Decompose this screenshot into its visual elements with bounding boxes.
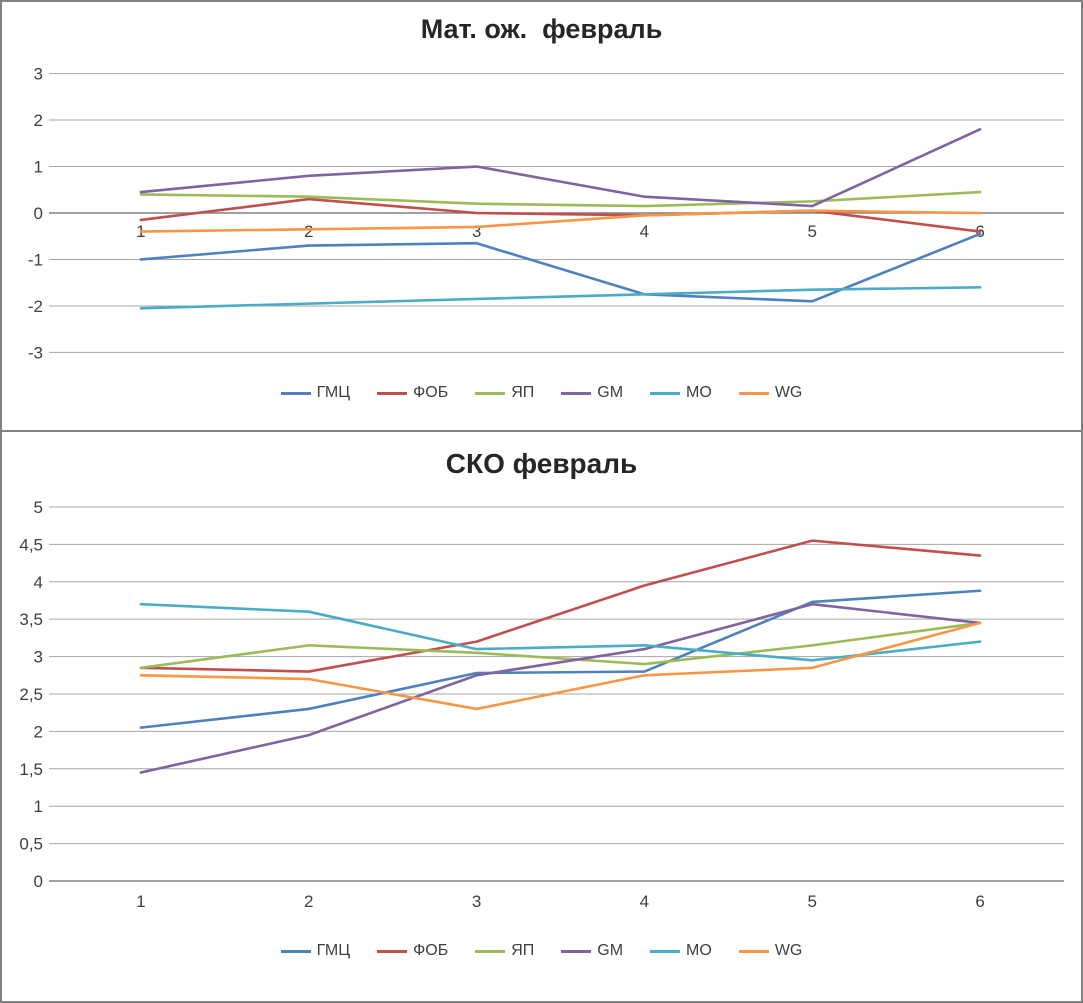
- y-tick-label: 3,5: [19, 610, 43, 629]
- y-tick-label: 4: [34, 573, 43, 592]
- legend-label: ГМЦ: [316, 384, 351, 401]
- legend-line-swatch: [738, 391, 769, 395]
- x-tick-label: 4: [640, 892, 649, 911]
- series-line-yap: [139, 621, 982, 670]
- series-line-fob: [139, 539, 982, 673]
- legend-line-swatch: [475, 949, 506, 953]
- legend-label: WG: [774, 384, 803, 401]
- legend-label: МО: [686, 384, 712, 401]
- x-tick-label: 4: [640, 222, 649, 241]
- y-tick-label: 2: [34, 722, 43, 741]
- chart-body-mat-ozh: 3 2 1 0 -1 -2 -3 1 2 3 4 5 6 ГМЦ ФОБ ЯП GM МО WG: [2, 45, 1081, 402]
- y-tick-label: 3: [34, 648, 43, 667]
- y-tick-label: 1,5: [19, 760, 43, 779]
- legend-line-swatch: [280, 949, 311, 953]
- legend-item-yap: ЯП: [475, 384, 534, 402]
- legend-label: WG: [774, 942, 803, 959]
- x-tick-label: 5: [808, 892, 817, 911]
- x-tick-label: 5: [808, 222, 817, 241]
- legend-line-swatch: [377, 391, 408, 395]
- y-tick-label: 0: [34, 204, 43, 223]
- y-tick-label: -2: [28, 297, 43, 316]
- legend-label: ФОБ: [413, 384, 449, 401]
- x-tick-label: 3: [472, 892, 481, 911]
- legend-item-gm: GM: [561, 384, 623, 402]
- x-tick-label: 2: [304, 222, 313, 241]
- legend-item-mo: МО: [650, 942, 712, 960]
- y-tick-label: 1: [34, 797, 43, 816]
- y-tick-label: 1: [34, 158, 43, 177]
- legend-label: ЯП: [511, 942, 535, 959]
- legend-item-fob: ФОБ: [377, 942, 448, 960]
- legend-line-swatch: [561, 949, 592, 953]
- legend-item-mo: МО: [650, 384, 712, 402]
- series-line-gmc: [139, 589, 982, 729]
- x-tick-label: 6: [975, 892, 984, 911]
- legend-item-gmc: ГМЦ: [280, 942, 351, 960]
- y-tick-label: 4,5: [19, 535, 43, 554]
- x-tick-label: 3: [472, 222, 481, 241]
- legend-label: ГМЦ: [316, 942, 351, 959]
- legend-label: GM: [597, 384, 624, 401]
- plot-area: 5 4,5 4 3,5 3 2,5 2 1,5 1 0,5 0 1 2 3 4 5 6: [19, 498, 1064, 911]
- series-line-wg: [139, 621, 982, 711]
- legend-label: GM: [597, 942, 624, 959]
- chart-body-sko: 5 4,5 4 3,5 3 2,5 2 1,5 1 0,5 0 1 2 3 4 5 6 ГМЦ ФОБ ЯП GM МО W…: [2, 480, 1081, 960]
- legend-label: ЯП: [511, 384, 535, 401]
- chart-panel-sko: СКО февраль 5 4,5 4 3,5 3 2,5 2 1,5 1 0,5 0 1 2 3 4 5 6 Г…: [1, 431, 1082, 1002]
- y-tick-label: 3: [34, 65, 43, 84]
- y-tick-label: -1: [28, 250, 43, 269]
- legend: ГМЦ ФОБ ЯП GM МО WG: [2, 384, 1081, 402]
- chart-title-sko: СКО февраль: [445, 448, 638, 479]
- series-line-mo: [139, 602, 982, 662]
- legend-item-gm: GM: [561, 942, 623, 960]
- legend-item-gmc: ГМЦ: [280, 384, 351, 402]
- y-tick-label: 2,5: [19, 685, 43, 704]
- x-tick-label: 2: [304, 892, 313, 911]
- legend-line-swatch: [377, 949, 408, 953]
- legend-item-wg: WG: [738, 942, 803, 960]
- y-tick-label: 2: [34, 111, 43, 130]
- legend-line-swatch: [650, 949, 681, 953]
- legend-item-wg: WG: [738, 384, 803, 402]
- legend-item-yap: ЯП: [475, 942, 534, 960]
- legend-line-swatch: [738, 949, 769, 953]
- series-line-fob: [139, 197, 982, 233]
- series-line-wg: [139, 209, 982, 233]
- x-tick-label: 1: [136, 892, 145, 911]
- legend-label: ФОБ: [413, 942, 449, 959]
- series-line-yap: [139, 190, 982, 208]
- y-tick-label: 0: [34, 872, 43, 891]
- legend-item-fob: ФОБ: [377, 384, 448, 402]
- legend-line-swatch: [650, 391, 681, 395]
- series-line-mo: [139, 286, 982, 310]
- chart-title-mat-ozh: Мат. ож. февраль: [420, 14, 663, 44]
- legend-label: МО: [686, 942, 712, 959]
- chart-panel-mat-ozh: Мат. ож. февраль 3 2 1 0 -1 -2 -3 1 2 3 4 5 6 ГМЦ ФОБ Я…: [1, 1, 1082, 431]
- legend-line-swatch: [561, 391, 592, 395]
- series-line-gm: [139, 602, 982, 774]
- series-line-gm: [139, 128, 982, 208]
- legend-line-swatch: [475, 391, 506, 395]
- series-line-gmc: [139, 232, 982, 303]
- y-tick-label: 5: [34, 498, 43, 517]
- y-tick-label: 0,5: [19, 835, 43, 854]
- legend: ГМЦ ФОБ ЯП GM МО WG: [2, 942, 1081, 960]
- y-tick-label: -3: [28, 343, 43, 362]
- legend-line-swatch: [280, 391, 311, 395]
